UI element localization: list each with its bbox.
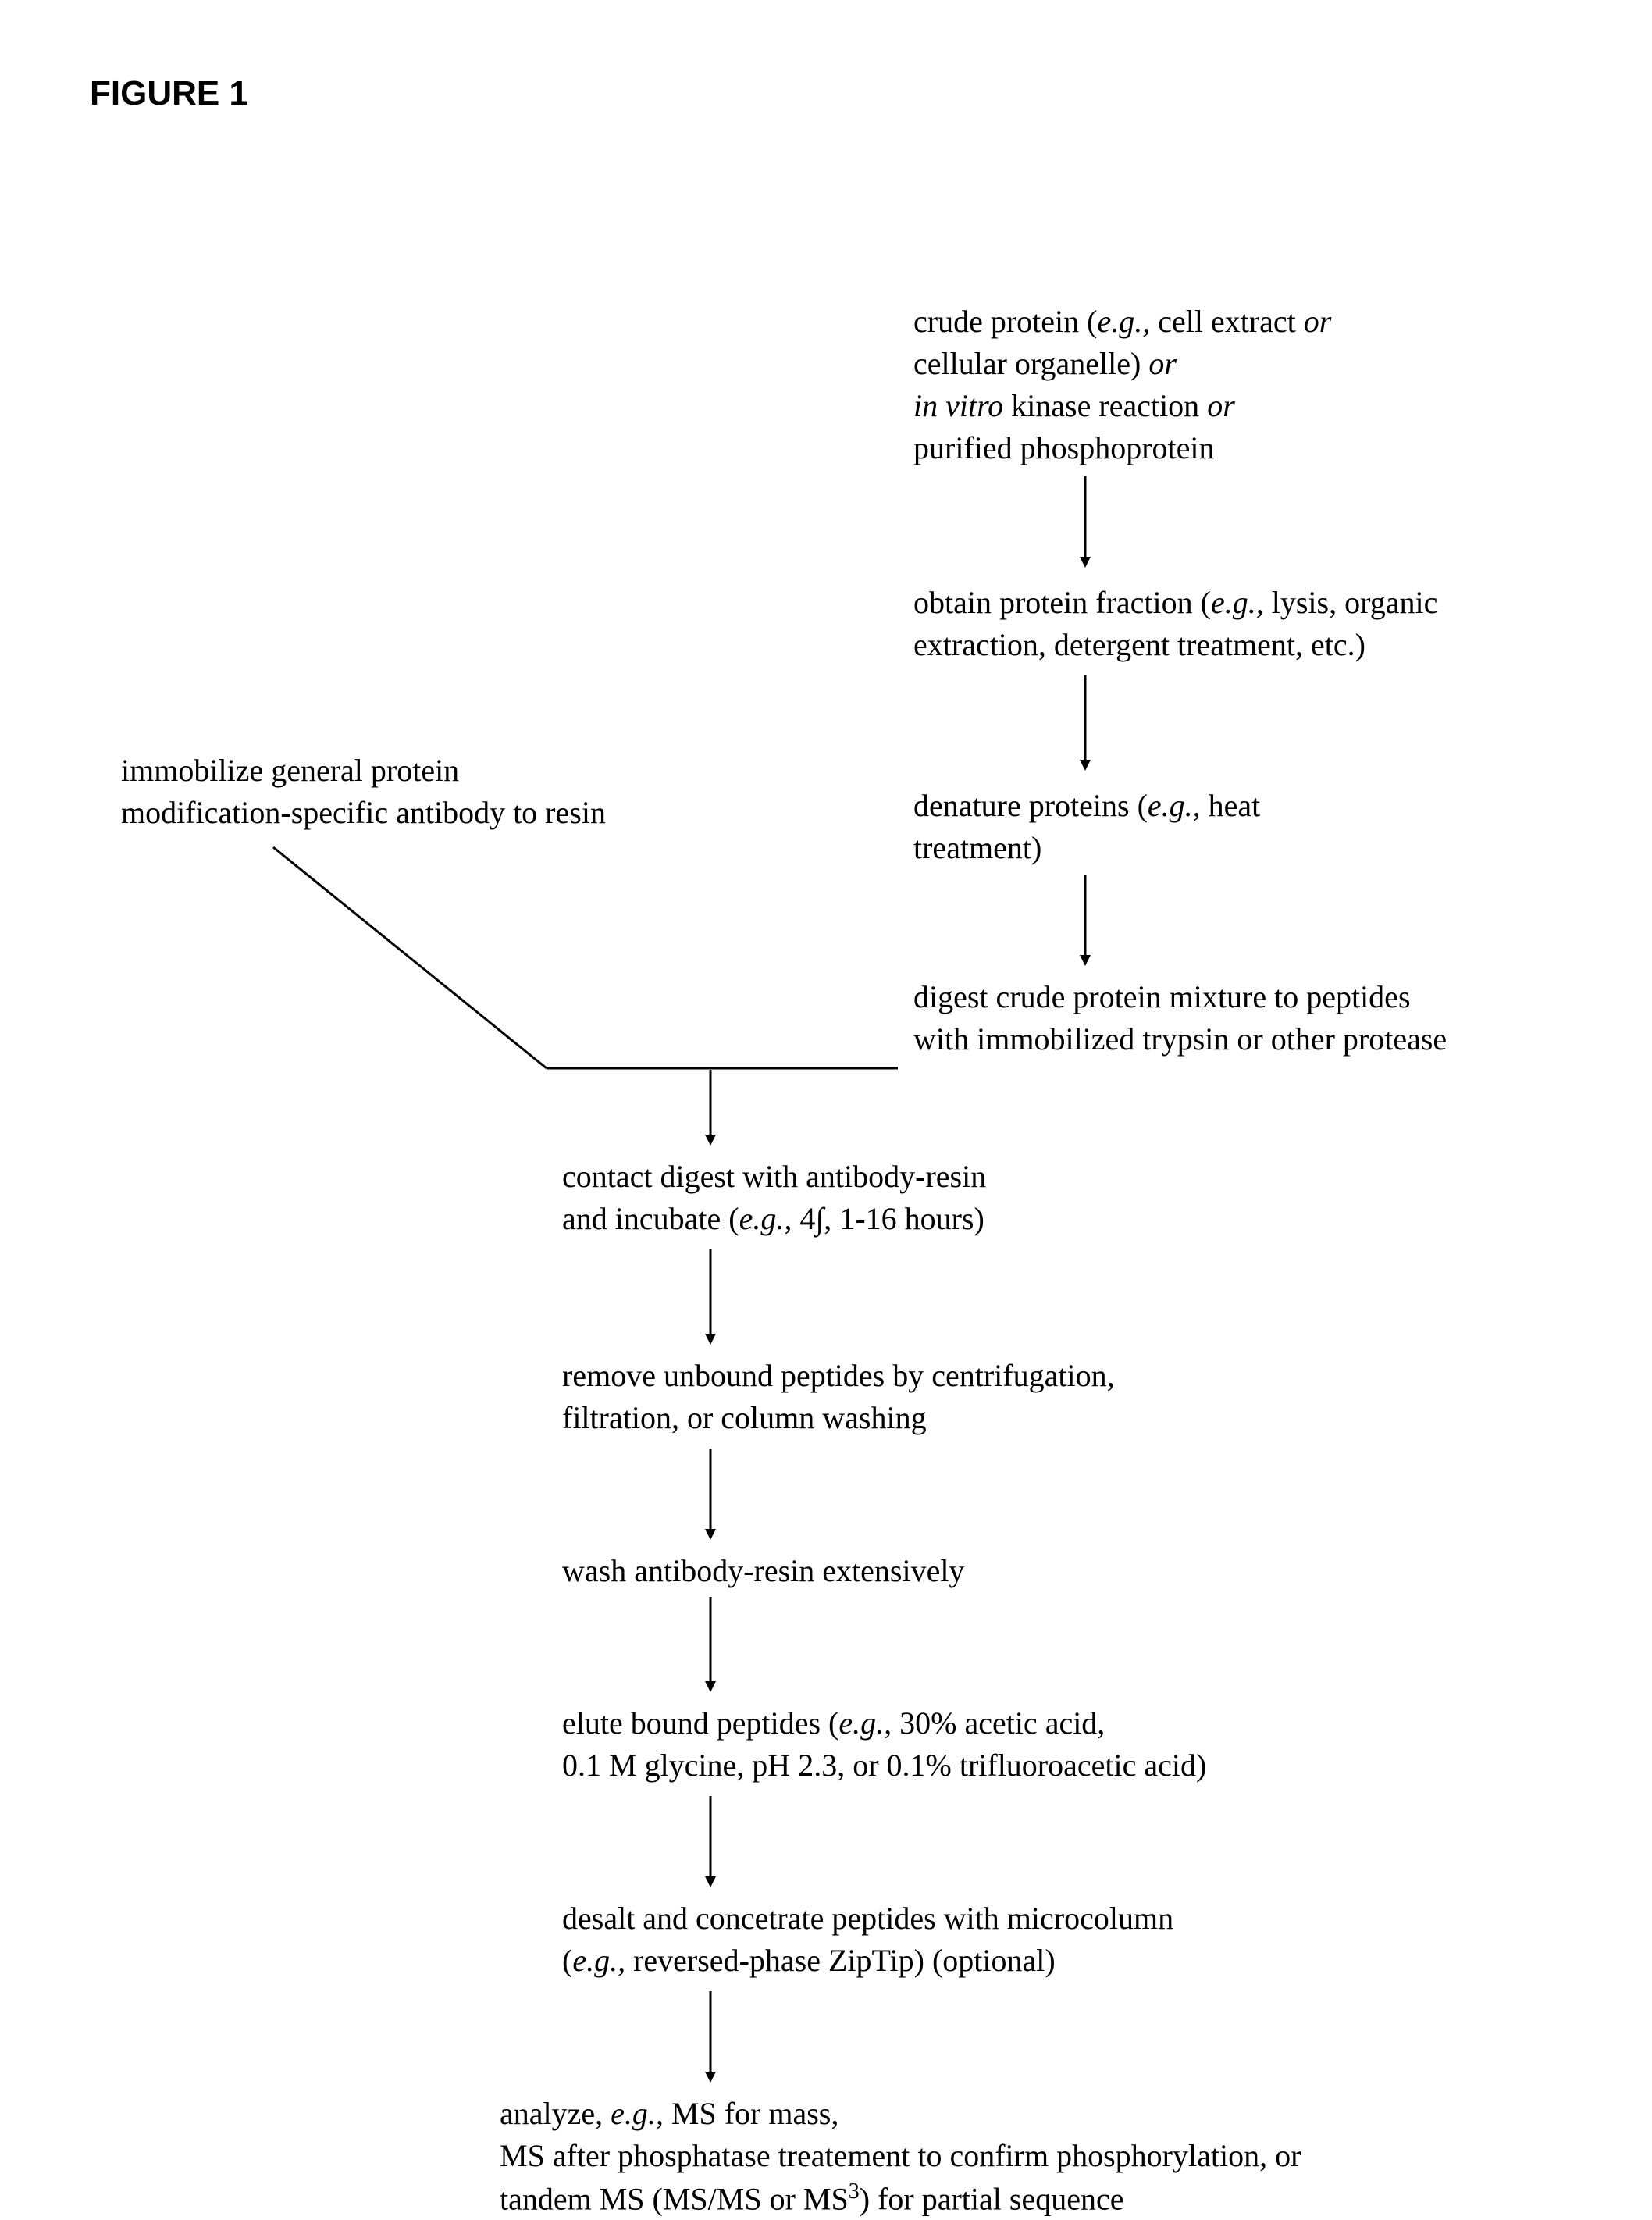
flow-node-n_obtain: obtain protein fraction (e.g., lysis, or… [913, 582, 1616, 666]
flow-node-n_crude: crude protein (e.g., cell extract orcell… [913, 301, 1538, 469]
merge-diagonal [273, 847, 547, 1068]
flow-node-n_desalt: desalt and concetrate peptides with micr… [562, 1898, 1343, 1982]
figure-title: FIGURE 1 [90, 74, 248, 113]
flow-node-n_analyze: analyze, e.g., MS for mass, MS after pho… [500, 2093, 1515, 2220]
flow-node-n_wash: wash antibody-resin extensively [562, 1550, 1265, 1592]
flow-node-n_contact: contact digest with antibody-resinand in… [562, 1156, 1265, 1240]
page: FIGURE 1 crude protein (e.g., cell extra… [0, 0, 1652, 2168]
flow-node-n_remove: remove unbound peptides by centrifugatio… [562, 1355, 1265, 1439]
flow-node-n_digest: digest crude protein mixture to peptides… [913, 976, 1616, 1060]
flow-node-n_denature: denature proteins (e.g., heattreatment) [913, 785, 1460, 869]
flow-node-n_immobilize: immobilize general proteinmodification-s… [121, 750, 683, 834]
flow-node-n_elute: elute bound peptides (e.g., 30% acetic a… [562, 1702, 1382, 1787]
